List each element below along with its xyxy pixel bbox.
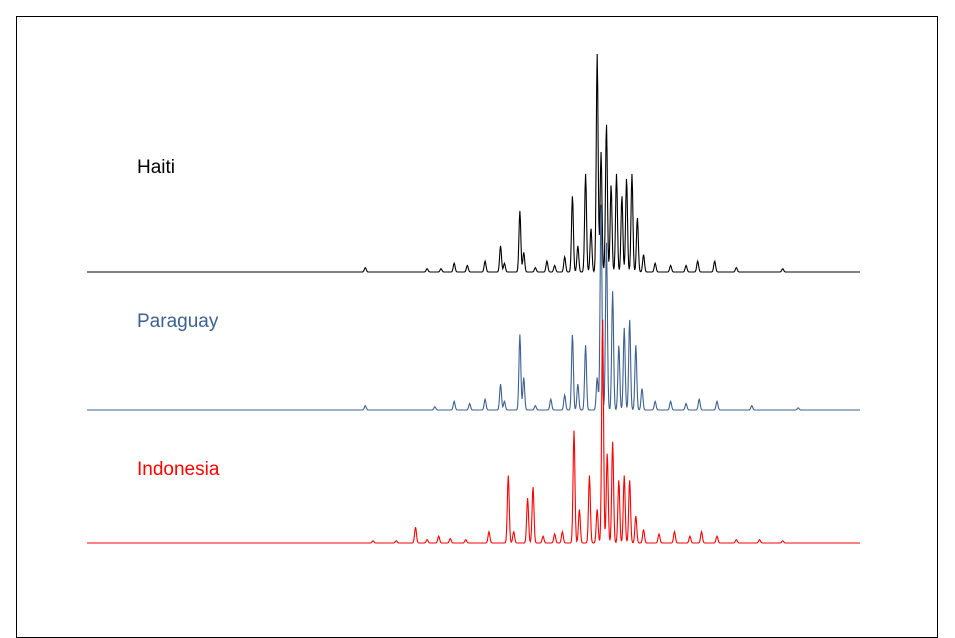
- chromatogram-trace-paraguay: [87, 204, 860, 411]
- series-label-paraguay: Paraguay: [137, 311, 219, 332]
- figure-frame: [16, 16, 938, 638]
- series-label-indonesia: Indonesia: [137, 459, 220, 480]
- series-label-haiti: Haiti: [137, 157, 175, 178]
- chromatogram-trace-indonesia: [87, 319, 860, 544]
- series-haiti: Haiti: [87, 53, 860, 273]
- chromatogram-trace-haiti: [87, 53, 860, 273]
- series-indonesia: Indonesia: [87, 319, 860, 544]
- series-paraguay: Paraguay: [87, 204, 860, 411]
